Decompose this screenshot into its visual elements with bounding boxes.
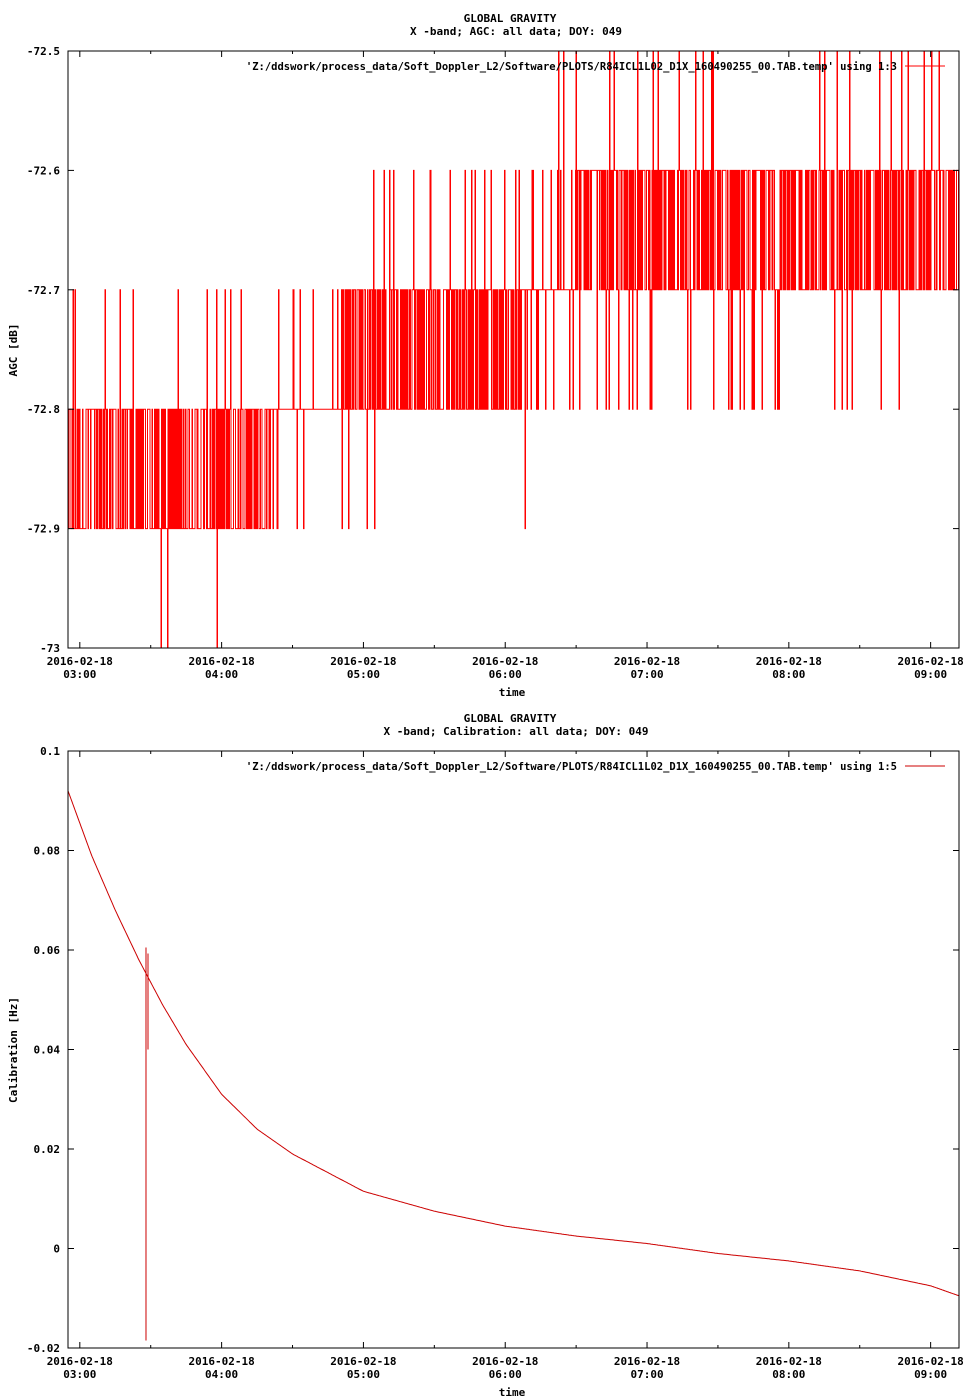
x-tick-time: 06:00: [489, 1368, 522, 1381]
x-tick-time: 04:00: [205, 668, 238, 681]
cal-subtitle: X -band; Calibration: all data; DOY: 049: [384, 725, 649, 738]
x-tick-date: 2016-02-18: [898, 1355, 964, 1368]
y-tick-label: -72.9: [27, 523, 60, 536]
cal-legend: 'Z:/ddswork/process_data/Soft_Doppler_L2…: [246, 761, 945, 773]
x-tick-date: 2016-02-18: [756, 1355, 822, 1368]
agc-y-label: AGC [dB]: [7, 324, 20, 377]
agc-title: GLOBAL GRAVITY: [464, 12, 557, 25]
cal-series-line: [67, 790, 960, 1297]
x-tick-date: 2016-02-18: [756, 655, 822, 668]
x-tick-time: 03:00: [63, 668, 96, 681]
x-tick-time: 05:00: [347, 1368, 380, 1381]
x-tick-time: 09:00: [914, 668, 947, 681]
agc-subtitle: X -band; AGC: all data; DOY: 049: [410, 25, 622, 38]
cal-legend-label: 'Z:/ddswork/process_data/Soft_Doppler_L2…: [246, 761, 897, 773]
y-tick-label: -0.02: [27, 1342, 60, 1355]
x-tick-time: 04:00: [205, 1368, 238, 1381]
x-tick-date: 2016-02-18: [189, 1355, 255, 1368]
calibration-panel: GLOBAL GRAVITY X -band; Calibration: all…: [7, 712, 964, 1399]
x-tick-time: 05:00: [347, 668, 380, 681]
x-tick-time: 06:00: [489, 668, 522, 681]
agc-y-axis: -72.5 -72.6 -72.7 -72.8 -72.9 -73: [27, 45, 959, 655]
y-tick-label: -72.6: [27, 164, 60, 177]
cal-x-label: time: [499, 1386, 526, 1399]
agc-legend-label: 'Z:/ddswork/process_data/Soft_Doppler_L2…: [246, 61, 897, 73]
y-tick-label: 0: [53, 1243, 60, 1256]
y-tick-label: -72.7: [27, 284, 60, 297]
x-tick-time: 09:00: [914, 1368, 947, 1381]
y-tick-label: 0.04: [34, 1044, 61, 1057]
x-tick-date: 2016-02-18: [614, 1355, 680, 1368]
y-tick-label: -72.8: [27, 403, 60, 416]
x-tick-date: 2016-02-18: [614, 655, 680, 668]
agc-plot-frame: [67, 50, 960, 649]
y-tick-label: 0.02: [34, 1143, 61, 1156]
y-tick-label: 0.08: [34, 845, 61, 858]
agc-x-label: time: [499, 686, 526, 699]
cal-y-label: Calibration [Hz]: [7, 997, 20, 1103]
x-tick-time: 07:00: [630, 1368, 663, 1381]
x-tick-date: 2016-02-18: [330, 1355, 396, 1368]
agc-legend: 'Z:/ddswork/process_data/Soft_Doppler_L2…: [246, 61, 945, 73]
cal-title: GLOBAL GRAVITY: [464, 712, 557, 725]
x-tick-date: 2016-02-18: [898, 655, 964, 668]
x-tick-time: 07:00: [630, 668, 663, 681]
x-tick-time: 08:00: [772, 1368, 805, 1381]
x-tick-date: 2016-02-18: [472, 1355, 538, 1368]
cal-plot-area: [67, 790, 960, 1341]
x-tick-date: 2016-02-18: [472, 655, 538, 668]
agc-series-line: [68, 50, 959, 649]
y-tick-label: -73: [40, 642, 60, 655]
cal-plot-frame: [67, 750, 960, 1349]
y-tick-label: -72.5: [27, 45, 60, 58]
x-tick-time: 08:00: [772, 668, 805, 681]
agc-plot-area: [68, 50, 959, 649]
x-tick-date: 2016-02-18: [47, 1355, 113, 1368]
y-tick-label: 0.1: [40, 745, 60, 758]
cal-y-axis: 0.1 0.08 0.06 0.04 0.02 0 -0.02: [27, 745, 959, 1355]
x-tick-date: 2016-02-18: [189, 655, 255, 668]
agc-panel: GLOBAL GRAVITY X -band; AGC: all data; D…: [7, 12, 964, 699]
x-tick-time: 03:00: [63, 1368, 96, 1381]
cal-x-axis: 2016-02-1803:002016-02-1804:002016-02-18…: [47, 751, 964, 1381]
agc-x-axis: 2016-02-1803:002016-02-1804:002016-02-18…: [47, 51, 964, 681]
y-tick-label: 0.06: [34, 944, 61, 957]
x-tick-date: 2016-02-18: [330, 655, 396, 668]
x-tick-date: 2016-02-18: [47, 655, 113, 668]
